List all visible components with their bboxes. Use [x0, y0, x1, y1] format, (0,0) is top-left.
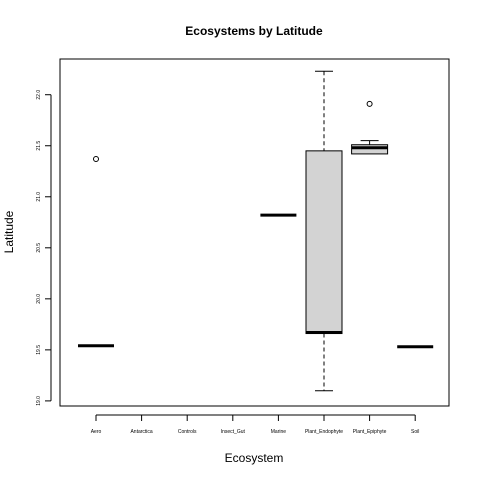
x-tick-label: Marine	[271, 429, 287, 435]
box-iqr	[305, 150, 343, 335]
x-tick-label: Insect_Gut	[221, 429, 246, 435]
y-tick-label: 20.0	[36, 294, 42, 304]
x-tick-label: Plant_Epiphyte	[353, 429, 387, 435]
y-tick-label: 22.0	[36, 90, 42, 100]
y-tick-label: 21.0	[36, 192, 42, 202]
plot-marks: 19.0 19.5 20.0 20.5 21.0 21.5 22.0 Aero Antarcti…	[36, 70, 434, 435]
y-tick-label: 20.5	[36, 243, 42, 253]
y-tick-label: 19.5	[36, 345, 42, 355]
y-tick-label: 21.5	[36, 141, 42, 151]
x-tick-label: Soil	[411, 429, 419, 435]
x-tick-label: Antarctica	[130, 429, 152, 435]
x-tick-label: Plant_Endophyte	[305, 429, 343, 435]
y-axis-title: Latitude	[2, 210, 16, 253]
box-iqr	[351, 144, 389, 155]
outlier-point	[366, 100, 373, 107]
x-axis-title: Ecosystem	[225, 451, 284, 465]
x-tick-label: Aero	[91, 429, 102, 435]
x-tick-label: Controls	[178, 429, 197, 435]
chart-title: Ecosystems by Latitude	[185, 24, 323, 38]
plot-frame	[59, 58, 450, 407]
y-tick-label: 19.0	[36, 396, 42, 406]
outlier-point	[93, 156, 99, 163]
